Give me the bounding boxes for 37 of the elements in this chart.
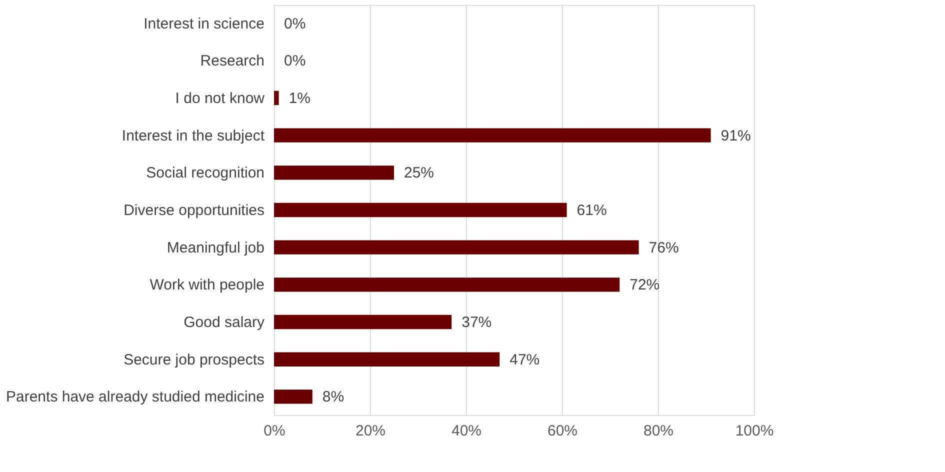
data-label: 25% bbox=[404, 164, 434, 182]
y-tick-label: I do not know bbox=[175, 90, 265, 107]
bar bbox=[274, 390, 312, 404]
bar bbox=[274, 128, 711, 142]
bar bbox=[274, 202, 567, 218]
x-tick-label: 0% bbox=[264, 422, 286, 440]
data-label: 76% bbox=[648, 239, 679, 256]
data-label: 47% bbox=[510, 351, 540, 368]
data-label: 0% bbox=[284, 15, 306, 32]
y-tick-label: Work with people bbox=[150, 276, 264, 294]
y-tick-label: Secure job prospects bbox=[124, 351, 264, 368]
x-tick-label: 20% bbox=[355, 422, 386, 440]
bar bbox=[274, 352, 500, 366]
y-tick-label: Social recognition bbox=[146, 164, 264, 182]
bar bbox=[274, 90, 279, 106]
y-tick-label: Interest in the subject bbox=[122, 127, 266, 144]
y-tick-label: Meaningful job bbox=[166, 239, 264, 256]
data-label: 61% bbox=[576, 202, 607, 219]
data-label: 0% bbox=[284, 52, 306, 70]
bar bbox=[274, 240, 639, 254]
x-tick-label: 80% bbox=[643, 422, 674, 440]
x-tick-label: 60% bbox=[547, 422, 578, 440]
x-tick-label: 40% bbox=[451, 422, 482, 440]
y-tick-label: Diverse opportunities bbox=[124, 202, 264, 219]
data-label: 91% bbox=[720, 127, 751, 144]
y-tick-label: Interest in science bbox=[144, 15, 264, 32]
data-label: 37% bbox=[462, 314, 492, 332]
data-label: 1% bbox=[288, 90, 310, 107]
bar bbox=[274, 314, 452, 330]
y-tick-label: Parents have already studied medicine bbox=[6, 388, 264, 406]
data-label: 72% bbox=[630, 276, 660, 294]
x-tick-label: 100% bbox=[735, 422, 774, 440]
data-label: 8% bbox=[322, 388, 344, 406]
bar bbox=[274, 166, 394, 180]
bar bbox=[274, 278, 620, 292]
y-tick-label: Research bbox=[200, 52, 264, 70]
y-tick-label: Good salary bbox=[184, 314, 265, 332]
